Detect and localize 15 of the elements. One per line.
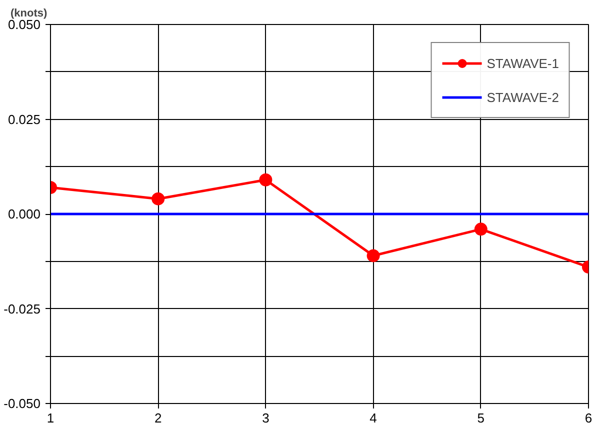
x-tick-label: 5 <box>477 410 485 425</box>
x-tick-label: 2 <box>154 410 162 425</box>
x-tick-label: 4 <box>370 410 377 425</box>
y-tick-label: 0.025 <box>8 112 41 127</box>
x-tick-label: 3 <box>262 410 270 425</box>
legend-label: STAWAVE-2 <box>486 90 559 104</box>
x-tick-label: 1 <box>46 410 54 425</box>
point <box>259 173 272 186</box>
y-tick-label: -0.050 <box>4 396 41 411</box>
y-tick-label: 0.000 <box>8 206 41 222</box>
y-axis-title: (knots) <box>10 8 48 20</box>
y-tick-label: -0.025 <box>4 301 41 316</box>
point <box>366 249 380 262</box>
legend-label: STAWAVE-1 <box>486 56 559 70</box>
x-tick-label: 6 <box>584 410 592 425</box>
